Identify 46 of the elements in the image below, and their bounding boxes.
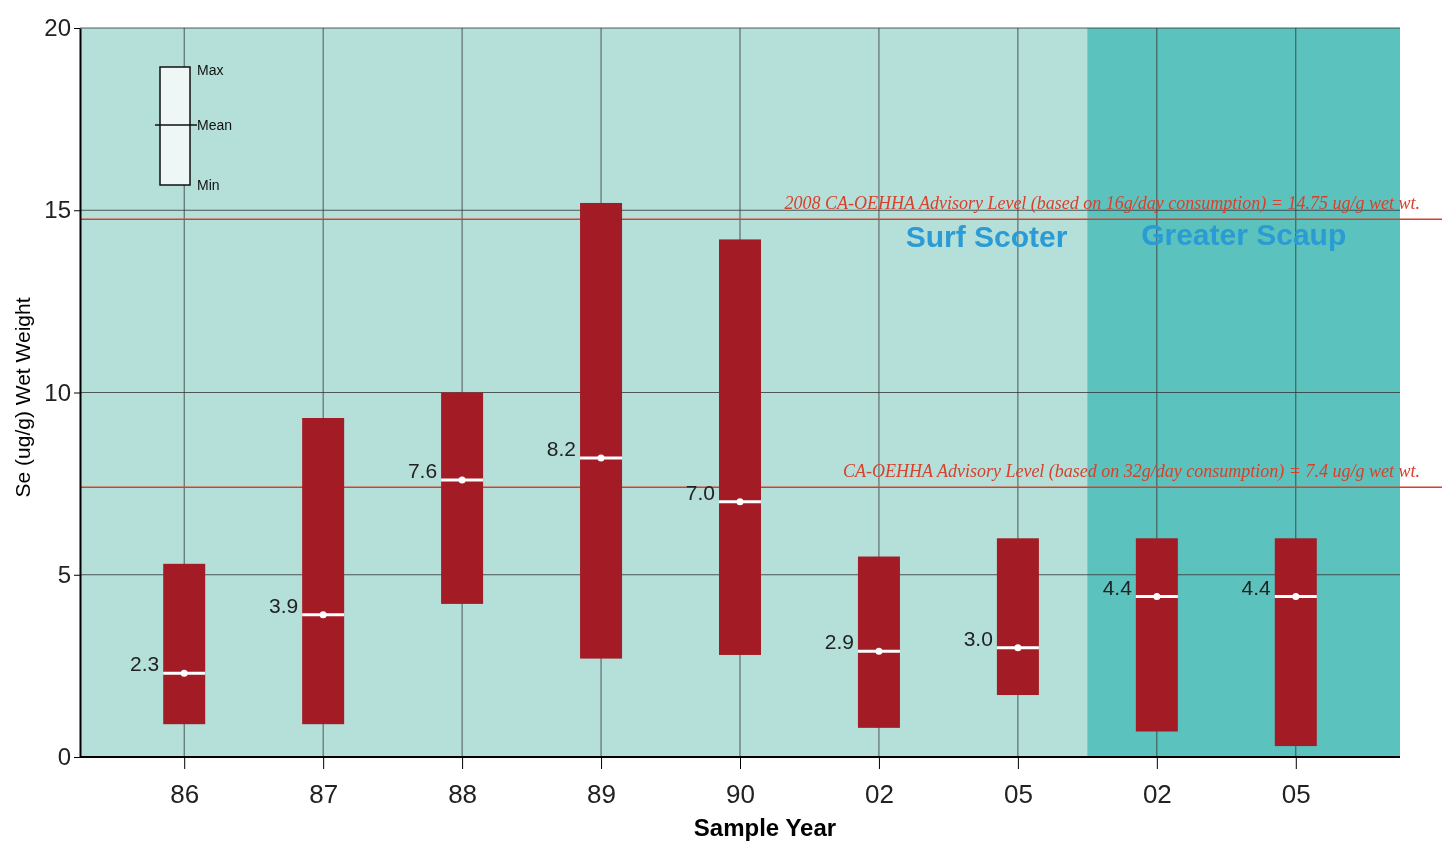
- point: [1153, 593, 1161, 601]
- y-axis-title: Se (ug/g) Wet Weight: [11, 297, 34, 498]
- x-tick-label: 05: [1281, 779, 1311, 810]
- x-tick-label: 02: [1142, 779, 1172, 810]
- bar: [302, 418, 345, 725]
- point: [875, 647, 883, 655]
- point: [180, 669, 188, 677]
- data-label: 8.2: [546, 437, 577, 461]
- bar: [996, 538, 1039, 696]
- point: [319, 611, 327, 619]
- data-label: 2.3: [130, 652, 160, 676]
- bar: [580, 202, 623, 659]
- y-tick-label: 10: [44, 378, 71, 406]
- bar: [441, 392, 484, 604]
- bar: [1274, 538, 1317, 747]
- y-tick-label: 20: [44, 14, 71, 42]
- x-axis-title: Sample Year: [693, 814, 837, 841]
- x-tick-label: 05: [1003, 779, 1033, 810]
- data-label: 2.9: [824, 630, 854, 654]
- x-tick-label: 87: [309, 779, 339, 810]
- data-label: 3.0: [963, 626, 993, 650]
- data-label: 7.0: [685, 480, 715, 504]
- annotation: Min: [197, 177, 220, 193]
- x-tick-label: 90: [726, 779, 755, 810]
- annotation: Mean: [197, 117, 233, 133]
- y-tick-label: 0: [57, 743, 71, 771]
- x-tick-label: 02: [864, 779, 894, 810]
- x-tick-label: 88: [448, 779, 478, 810]
- point: [1292, 593, 1300, 601]
- annotation: Max: [197, 62, 224, 78]
- data-label: 4.4: [1241, 575, 1272, 599]
- point: [597, 454, 605, 462]
- data-label: 4.4: [1102, 575, 1133, 599]
- x-tick-label: 86: [170, 779, 200, 810]
- bar: [857, 556, 900, 728]
- bar: [163, 563, 206, 725]
- data-label: 7.6: [407, 458, 438, 482]
- bar: [1135, 538, 1178, 732]
- bar: [719, 239, 761, 655]
- point: [458, 476, 466, 484]
- y-tick-label: 15: [44, 196, 71, 224]
- point: [736, 498, 744, 506]
- point: [1014, 644, 1022, 652]
- data-label: 3.9: [268, 593, 299, 617]
- y-tick-label: 5: [57, 560, 71, 588]
- x-tick-label: 89: [587, 779, 617, 810]
